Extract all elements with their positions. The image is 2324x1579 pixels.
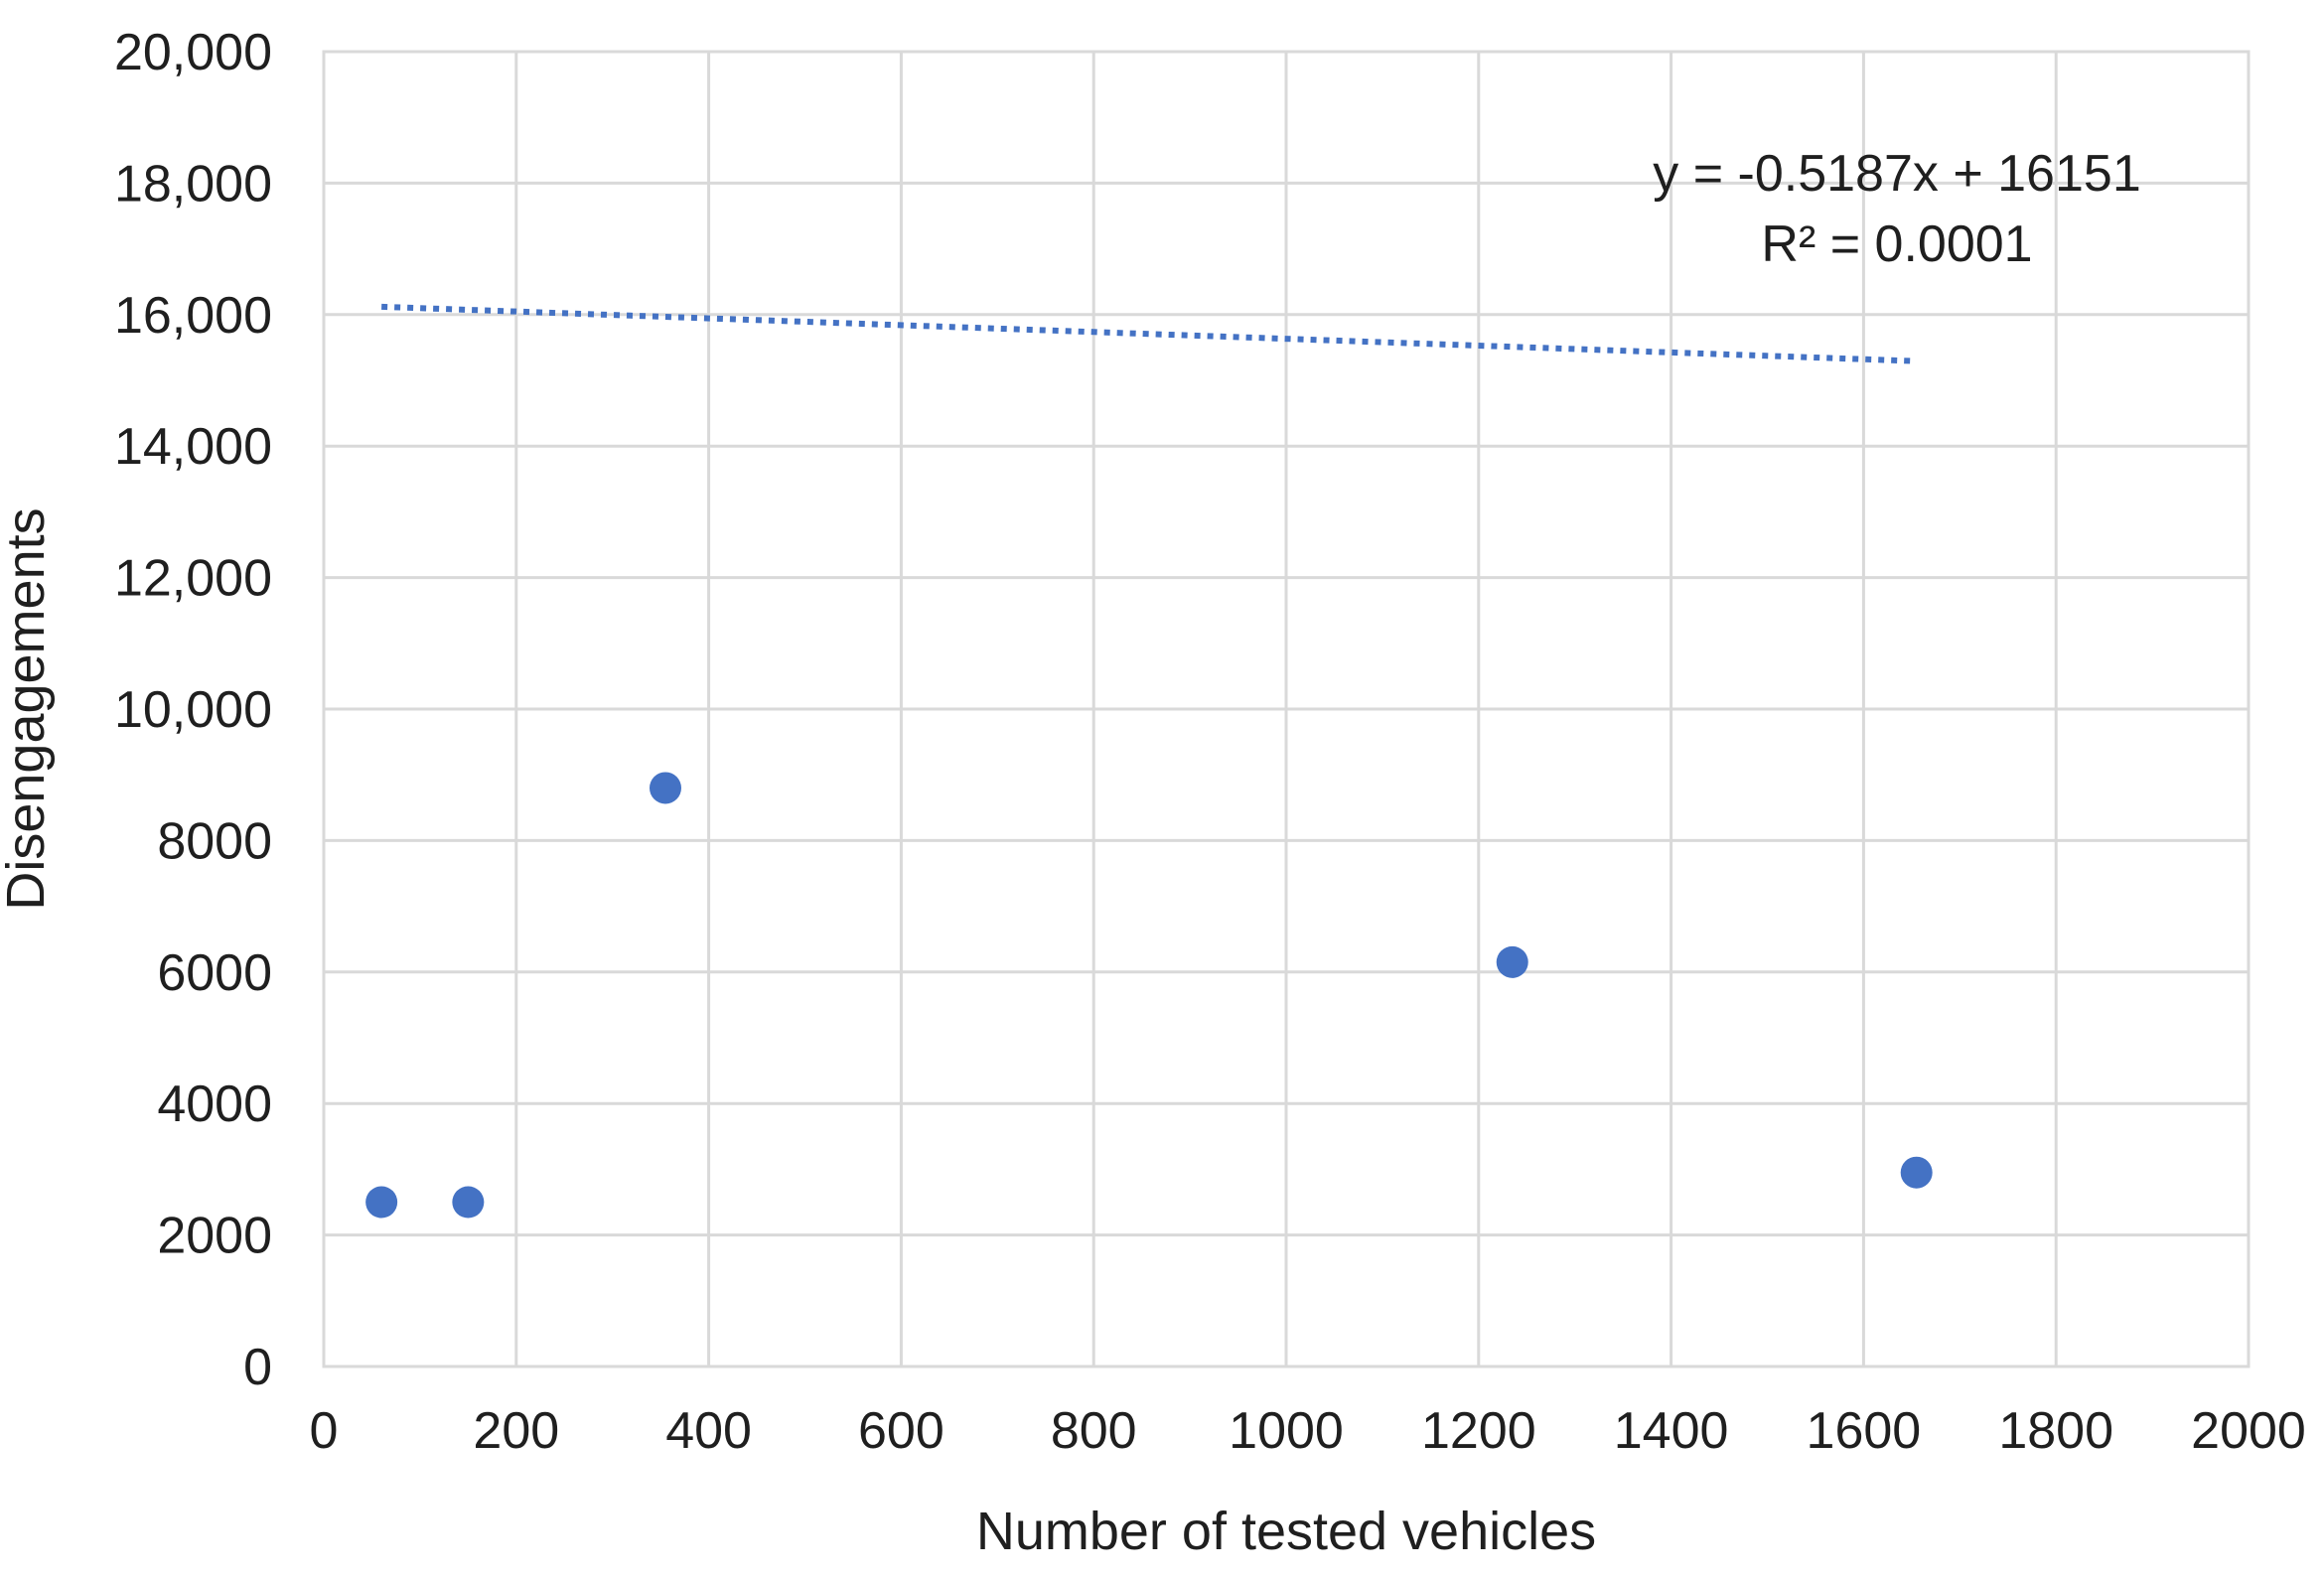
data-point xyxy=(1900,1156,1933,1189)
data-points xyxy=(365,772,1933,1219)
y-tick-label: 18,000 xyxy=(114,155,272,213)
trendline-group xyxy=(381,303,1917,364)
data-point xyxy=(452,1186,485,1219)
x-tick-label: 1000 xyxy=(1229,1402,1344,1460)
y-axis-title: Disengagements xyxy=(0,507,56,910)
y-axis-tick-labels: 0 2000 4000 6000 8000 10,000 12,000 14,000 16,00… xyxy=(114,24,272,1396)
x-axis-tick-labels: 0 200 400 600 800 1000 1200 1400 1600 1800 2000 xyxy=(310,1402,2306,1460)
x-tick-label: 1400 xyxy=(1614,1402,1729,1460)
trendline-r-squared-label: R² = 0.0001 xyxy=(1761,215,2032,273)
x-tick-label: 600 xyxy=(858,1402,944,1460)
y-tick-label: 16,000 xyxy=(114,287,272,345)
y-tick-label: 14,000 xyxy=(114,418,272,476)
x-tick-label: 2000 xyxy=(2191,1402,2306,1460)
y-tick-label: 6000 xyxy=(157,944,272,1002)
x-tick-label: 200 xyxy=(473,1402,559,1460)
data-point xyxy=(365,1186,398,1219)
x-tick-label: 1800 xyxy=(1998,1402,2113,1460)
x-axis-title: Number of tested vehicles xyxy=(976,1502,1596,1561)
x-tick-label: 1200 xyxy=(1421,1402,1536,1460)
trendline-equation-label: y = -0.5187x + 16151 xyxy=(1653,145,2141,203)
x-tick-label: 400 xyxy=(665,1402,752,1460)
data-point xyxy=(649,772,681,804)
linear-trendline xyxy=(381,303,1917,364)
y-tick-label: 20,000 xyxy=(114,24,272,81)
y-tick-label: 10,000 xyxy=(114,681,272,739)
data-point xyxy=(1496,945,1528,978)
plot-area-frame xyxy=(322,50,2251,1368)
x-tick-label: 800 xyxy=(1051,1402,1137,1460)
y-tick-label: 2000 xyxy=(157,1208,272,1265)
y-tick-label: 8000 xyxy=(157,812,272,870)
y-tick-label: 0 xyxy=(243,1339,272,1396)
x-tick-label: 1600 xyxy=(1807,1402,1922,1460)
x-tick-label: 0 xyxy=(310,1402,339,1460)
y-tick-label: 4000 xyxy=(157,1076,272,1133)
y-tick-label: 12,000 xyxy=(114,550,272,608)
